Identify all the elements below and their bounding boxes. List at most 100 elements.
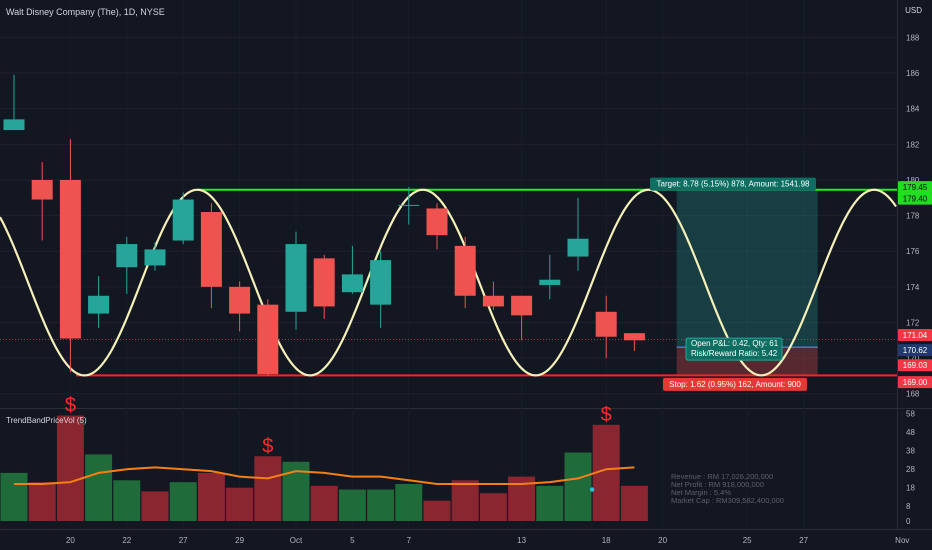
volume-bar: [451, 480, 479, 521]
candle-body: [482, 295, 504, 307]
candle-body: [341, 274, 363, 293]
volume-tick-label: 28: [906, 465, 915, 474]
pnl-line-1: Open P&L: 0.42, Qty: 61: [691, 339, 779, 348]
time-tick-label: 18: [602, 536, 611, 545]
candle-body: [398, 204, 420, 206]
dollar-signal: $: [65, 395, 76, 417]
volume-bar: [141, 491, 169, 521]
price-tick-label: 186: [906, 69, 920, 78]
info-market-cap: Market Cap : RM309,582,400,000: [671, 496, 784, 505]
price-label-box: [898, 359, 932, 372]
info-net-profit: Net Profit : RM 918,000,000: [671, 480, 764, 489]
volume-bar: [564, 452, 592, 521]
price-tick-label: 188: [906, 33, 920, 42]
volume-bar: [254, 456, 282, 521]
candle-body: [59, 179, 81, 339]
volume-bar: [197, 472, 225, 521]
volume-bar: [423, 500, 451, 521]
time-tick-label: 27: [799, 536, 808, 545]
volume-bar: [367, 489, 395, 521]
candle-body: [31, 179, 53, 200]
target-label-box: [650, 177, 816, 191]
volume-bar: [0, 472, 28, 521]
volume-bar: [338, 489, 366, 521]
time-tick-label: 22: [122, 536, 131, 545]
pnl-line-2: Risk/Reward Ratio: 5.42: [691, 349, 778, 358]
price-labels: 179.45 179.40 171.04 170.62 169.03 169.00: [898, 181, 932, 389]
price-tick-label: 178: [906, 212, 920, 221]
volume-bar: [395, 484, 423, 521]
target-label: Target: 8.78 (5.15%) 878, Amount: 1541.9…: [657, 180, 811, 189]
candle-body: [144, 249, 166, 266]
time-tick-label: 20: [66, 536, 75, 545]
candle-body: [567, 238, 589, 257]
volume-bar: [226, 487, 254, 521]
candles[interactable]: [3, 74, 645, 376]
volume-tick-label: 18: [906, 484, 915, 493]
position-labels: Target: 8.78 (5.15%) 878, Amount: 1541.9…: [650, 177, 816, 391]
price-label-text: 169.00: [903, 378, 928, 387]
axes: 168 170 172 174 176 178 180 182 184 186 188 0 8 18 28 3…: [66, 33, 920, 545]
time-tick-label: Oct: [290, 536, 303, 545]
info-net-margin: Net Margin : 5.4%: [671, 488, 731, 497]
time-tick-label: 25: [743, 536, 752, 545]
profit-zone: [676, 190, 818, 348]
price-tick-label: 176: [906, 247, 920, 256]
price-label-box: [898, 181, 932, 194]
time-tick-label: 5: [350, 536, 355, 545]
time-tick-label: Nov: [895, 536, 909, 545]
candle-body: [3, 119, 25, 131]
candle-body: [623, 333, 645, 341]
volume-tick-label: 38: [906, 447, 915, 456]
price-label-text: 171.04: [903, 331, 928, 340]
volume-ma-line: [14, 466, 635, 485]
price-label-box: [898, 344, 932, 357]
pnl-box: [685, 337, 783, 361]
candle-body: [116, 244, 138, 268]
candle-body: [370, 260, 392, 305]
volume-bar: [536, 485, 564, 521]
stop-label: Stop: 1.62 (0.95%) 162, Amount: 900: [669, 380, 801, 389]
price-tick-label: 182: [906, 140, 920, 149]
volume-tick-label: 58: [906, 410, 915, 419]
volume-tick-label: 8: [906, 502, 911, 511]
volume-bar: [113, 480, 141, 521]
price-label-box: [898, 328, 932, 341]
price-label-text: 179.45: [903, 183, 928, 192]
volume-bar: [479, 493, 507, 521]
info-revenue: Revenue : RM 17,026,200,000: [671, 472, 773, 481]
candle-body: [539, 279, 561, 286]
chart-title: Walt Disney Company (The), 1D, NYSE: [6, 7, 165, 17]
volume-bar: [56, 415, 84, 521]
price-tick-label: 174: [906, 283, 920, 292]
price-tick-label: 170: [906, 354, 920, 363]
signal-dot: [589, 487, 595, 492]
volume-bar: [28, 482, 56, 521]
price-label-text: 179.40: [903, 195, 928, 204]
candle-body: [88, 295, 110, 314]
candle-body: [313, 258, 335, 307]
time-tick-label: 13: [517, 536, 526, 545]
dollar-signal: $: [601, 404, 612, 426]
price-label-text: 169.03: [903, 361, 928, 370]
volume-bars: [0, 415, 648, 521]
candle-body: [200, 212, 222, 287]
price-tick-label: 172: [906, 318, 920, 327]
volume-bar: [85, 454, 113, 521]
volume-ma: [14, 466, 635, 492]
signals: $ $ $: [65, 395, 612, 458]
price-label-text: 170.62: [903, 346, 928, 355]
price-label-box: [898, 192, 932, 205]
candle-body: [595, 311, 617, 337]
price-label-box: [898, 376, 932, 389]
volume-bar: [620, 485, 648, 521]
currency-label: USD: [905, 6, 922, 15]
candle-body: [511, 295, 533, 316]
price-tick-label: 180: [906, 176, 920, 185]
candle-body: [229, 286, 251, 314]
volume-bar: [169, 482, 197, 521]
volume-bar: [310, 485, 338, 521]
time-tick-label: 20: [658, 536, 667, 545]
